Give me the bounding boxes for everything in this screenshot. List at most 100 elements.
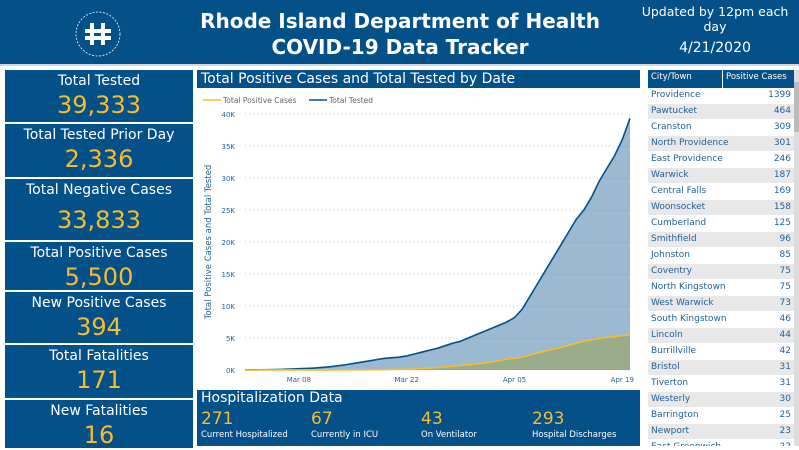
- city-name: Lincoln: [651, 330, 683, 340]
- city-name: Providence: [651, 90, 701, 100]
- case-count: 1399: [768, 90, 791, 100]
- table-row[interactable]: Central Falls 169: [648, 184, 794, 200]
- table-header: City/Town Positive Cases: [648, 70, 794, 88]
- table-row[interactable]: Warwick 187: [648, 168, 794, 184]
- case-count: 46: [779, 314, 791, 324]
- table-row[interactable]: Bristol 31: [648, 360, 794, 376]
- page-title: Rhode Island Department of Health COVID-…: [160, 8, 640, 60]
- city-name: Coventry: [651, 266, 692, 276]
- stat-label: Total Tested: [57, 73, 141, 89]
- city-name: Bristol: [651, 362, 680, 372]
- table-row[interactable]: Cranston 309: [648, 120, 794, 136]
- stat-value: 16: [83, 421, 115, 449]
- table-row[interactable]: East Providence 246: [648, 152, 794, 168]
- col-city[interactable]: City/Town: [648, 70, 723, 88]
- table-row[interactable]: Woonsocket 158: [648, 200, 794, 216]
- line-total-positive: [245, 334, 631, 371]
- table-row[interactable]: Tiverton 31: [648, 376, 794, 392]
- city-name: Pawtucket: [651, 106, 698, 116]
- hosp-label: Hospital Discharges: [532, 430, 617, 440]
- stat-value: 171: [76, 366, 122, 394]
- case-count: 309: [773, 122, 791, 132]
- y-tick-label: 20K: [222, 239, 236, 247]
- table-row[interactable]: Barrington 25: [648, 408, 794, 424]
- case-count: 22: [751, 442, 791, 446]
- city-name: Johnston: [651, 250, 690, 260]
- city-name: East Providence: [651, 154, 723, 164]
- table-row[interactable]: Burrillville 42: [648, 344, 794, 360]
- case-count: 125: [773, 218, 791, 228]
- city-name: Woonsocket: [651, 202, 706, 212]
- table-row[interactable]: West Warwick 73: [648, 296, 794, 312]
- stat-positive: Total Positive Cases 5,500: [5, 242, 193, 291]
- city-name: South Kingstown: [651, 314, 727, 324]
- ri-health-logo: [75, 11, 121, 57]
- case-count: 31: [779, 378, 791, 388]
- report-date: 4/21/2020: [679, 40, 751, 56]
- hosp-current: 271 Current Hospitalized: [201, 409, 288, 441]
- line-total-tested: [244, 117, 631, 371]
- table-row[interactable]: North Kingstown 75: [648, 280, 794, 296]
- stat-value: 5,500: [64, 263, 134, 291]
- city-name: Cumberland: [651, 218, 707, 228]
- stat-total-tested: Total Tested 39,333: [5, 70, 193, 122]
- table-row[interactable]: Westerly 30: [648, 392, 794, 408]
- city-name: Westerly: [651, 394, 691, 404]
- hosp-value: 67: [311, 409, 333, 429]
- title-line-2: COVID-19 Data Tracker: [271, 35, 529, 59]
- stat-new-positive: New Positive Cases 394: [5, 292, 193, 343]
- stat-value: 394: [76, 313, 122, 341]
- case-count: 73: [779, 298, 791, 308]
- city-name: North Kingstown: [651, 282, 726, 292]
- city-name: West Warwick: [651, 298, 714, 308]
- table-row[interactable]: Pawtucket 464: [648, 104, 794, 120]
- stat-label: Total Negative Cases: [26, 182, 172, 198]
- x-tick-label: Apr 05: [503, 376, 526, 384]
- case-count: 44: [779, 330, 791, 340]
- legend-item[interactable]: Total Tested: [328, 96, 373, 105]
- hosp-value: 293: [532, 409, 565, 429]
- table-row[interactable]: Newport 23: [648, 424, 794, 440]
- table-body: Providence 1399 Pawtucket 464 Cranston 309 Nor…: [648, 88, 794, 446]
- city-cases-table: City/Town Positive Cases Providence 1399 P…: [648, 70, 794, 446]
- hosp-label: Currently in ICU: [311, 430, 379, 440]
- hosp-value: 271: [201, 409, 234, 429]
- table-row[interactable]: South Kingstown 46: [648, 312, 794, 328]
- case-count: 25: [779, 410, 791, 420]
- chart-title: Total Positive Cases and Total Tested by…: [197, 70, 640, 88]
- table-row[interactable]: Johnston 85: [648, 248, 794, 264]
- table-row[interactable]: Lincoln 44: [648, 328, 794, 344]
- legend-item[interactable]: Total Positive Cases: [222, 96, 297, 105]
- x-tick-label: Mar 22: [395, 376, 419, 384]
- table-row[interactable]: Providence 1399: [648, 88, 794, 104]
- hosp-label: Current Hospitalized: [201, 430, 288, 440]
- area-total-positive: [245, 334, 630, 370]
- table-row[interactable]: Smithfield 96: [648, 232, 794, 248]
- city-name: Burrillville: [651, 346, 696, 356]
- stat-fatalities: Total Fatalities 171: [5, 345, 193, 398]
- table-row[interactable]: Cumberland 125: [648, 216, 794, 232]
- city-name: Smithfield: [651, 234, 697, 244]
- y-tick-label: 0K: [226, 367, 235, 375]
- table-row[interactable]: North Providence 301: [648, 136, 794, 152]
- x-tick-label: Apr 19: [611, 376, 634, 384]
- case-count: 31: [779, 362, 791, 372]
- hosp-ventilator: 43 On Ventilator: [421, 409, 477, 441]
- city-name: Tiverton: [651, 378, 689, 388]
- case-count: 187: [773, 170, 791, 180]
- table-row[interactable]: Coventry 75: [648, 264, 794, 280]
- scroll-thumb[interactable]: [794, 82, 799, 132]
- y-tick-label: 25K: [222, 207, 236, 215]
- col-positive-cases[interactable]: Positive Cases: [726, 72, 787, 82]
- table-scrollbar[interactable]: [794, 70, 799, 446]
- case-count: 85: [779, 250, 791, 260]
- stat-tested-prior-day: Total Tested Prior Day 2,336: [5, 124, 193, 177]
- stat-label: Total Fatalities: [49, 348, 149, 364]
- stat-value: 2,336: [64, 145, 134, 173]
- stat-label: Total Positive Cases: [30, 245, 168, 261]
- table-row[interactable]: East Greenwich22: [648, 440, 794, 446]
- case-count: 158: [773, 202, 791, 212]
- y-tick-label: 15K: [222, 271, 236, 279]
- title-line-1: Rhode Island Department of Health: [200, 9, 600, 33]
- stat-value: 33,833: [57, 206, 141, 234]
